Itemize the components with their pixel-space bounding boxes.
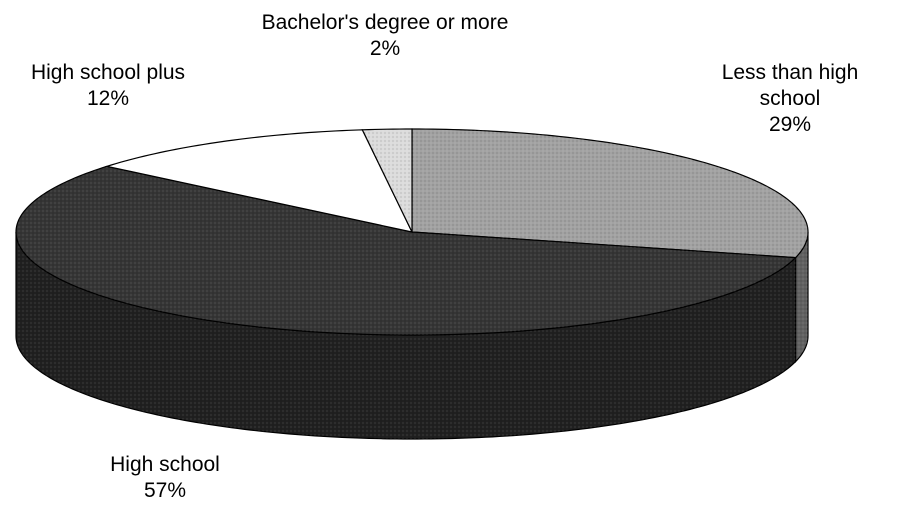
- category-label: Less than high school: [721, 61, 859, 110]
- category-label: Bachelor's degree or more: [261, 11, 509, 34]
- slice-texture: [412, 129, 808, 258]
- slice-label: High school plus 12%: [0, 60, 218, 112]
- slice-texture: [16, 166, 796, 335]
- value-label: 2%: [369, 37, 401, 60]
- slice-label: Less than high school 29%: [710, 60, 870, 138]
- value-label: 29%: [768, 113, 812, 136]
- slice-texture: [362, 129, 412, 232]
- category-label: High school: [110, 453, 220, 476]
- category-label: High school plus: [30, 61, 186, 84]
- value-label: 57%: [143, 479, 187, 502]
- slice-label: Bachelor's degree or more 2%: [255, 10, 515, 62]
- slice: [104, 129, 414, 233]
- value-label: 12%: [86, 87, 130, 110]
- slice-label: High school 57%: [65, 452, 265, 504]
